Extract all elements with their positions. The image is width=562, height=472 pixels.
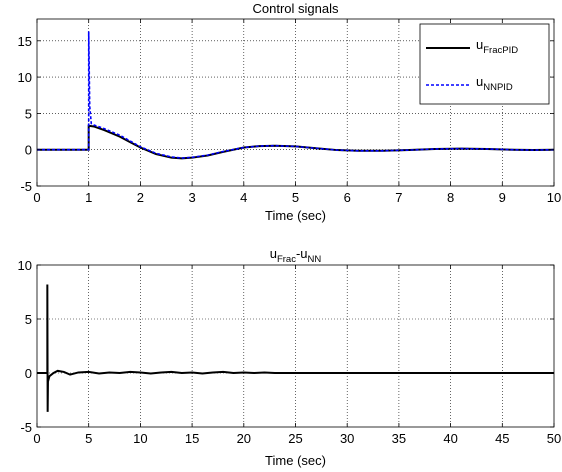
x-tick-label: 4 xyxy=(240,190,247,205)
x-tick-label: 2 xyxy=(137,190,144,205)
series-line-nnpid xyxy=(37,31,554,159)
legend-box xyxy=(419,23,550,105)
y-tick-label: 0 xyxy=(25,366,32,381)
y-tick-label: 10 xyxy=(18,70,32,85)
y-tick-label: 5 xyxy=(25,106,32,121)
x-tick-label: 0 xyxy=(33,431,40,446)
series-line-s1 xyxy=(37,284,554,412)
chart-title: Control signals xyxy=(253,1,339,16)
x-tick-label: 45 xyxy=(495,431,509,446)
y-tick-label: 0 xyxy=(25,143,32,158)
x-tick-label: 10 xyxy=(133,431,147,446)
x-tick-label: 15 xyxy=(185,431,199,446)
x-tick-label: 50 xyxy=(547,431,561,446)
chart-panel-2: 0 5 10 15 20 25 30 35 40 45 50-50510uFrac-uNNTime … xyxy=(18,246,562,468)
chart-title: uFrac-uNN xyxy=(270,246,322,265)
x-axis-label: Time (sec) xyxy=(265,453,326,468)
x-tick-label: 1 xyxy=(85,190,92,205)
x-tick-label: 5 xyxy=(292,190,299,205)
legend: uFracPID uNNPID xyxy=(419,23,550,105)
x-axis-label: Time (sec) xyxy=(265,208,326,223)
x-tick-label: 3 xyxy=(188,190,195,205)
x-tick-label: 35 xyxy=(392,431,406,446)
y-tick-label: 5 xyxy=(25,312,32,327)
series-line-fracpid xyxy=(37,124,554,160)
x-tick-label: 20 xyxy=(237,431,251,446)
x-tick-label: 25 xyxy=(288,431,302,446)
x-tick-label: 0 xyxy=(33,190,40,205)
y-tick-label: 10 xyxy=(18,258,32,273)
x-tick-label: 8 xyxy=(447,190,454,205)
x-tick-label: 9 xyxy=(499,190,506,205)
x-tick-label: 5 xyxy=(85,431,92,446)
x-tick-label: 6 xyxy=(344,190,351,205)
x-tick-label: 7 xyxy=(395,190,402,205)
legend-entry-fracpid: uFracPID xyxy=(476,37,518,56)
y-tick-label: -5 xyxy=(20,420,32,435)
x-tick-label: 30 xyxy=(340,431,354,446)
y-tick-label: 15 xyxy=(18,34,32,49)
x-tick-label: 10 xyxy=(547,190,561,205)
x-tick-label: 40 xyxy=(443,431,457,446)
y-tick-label: -5 xyxy=(20,179,32,194)
legend-entry-nnpid: uNNPID xyxy=(476,74,513,93)
